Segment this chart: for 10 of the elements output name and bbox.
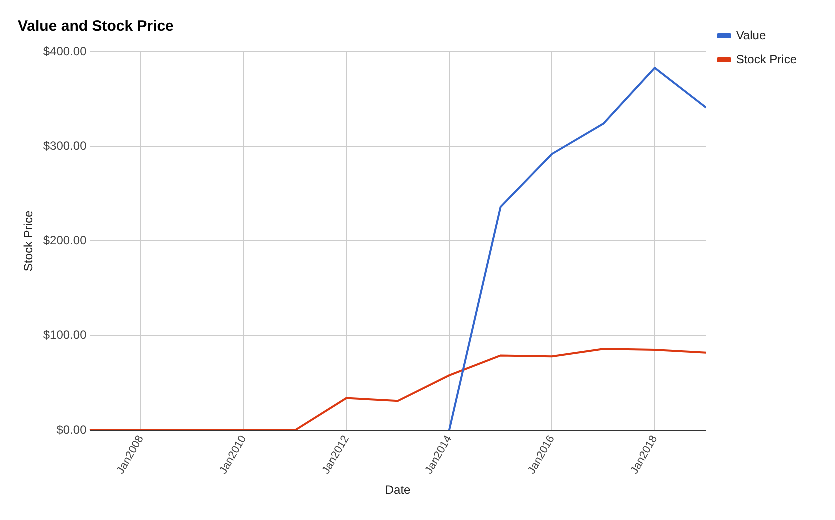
legend-label: Stock Price bbox=[736, 52, 798, 66]
y-tick-label: $200.00 bbox=[43, 234, 88, 248]
y-tick-label: $300.00 bbox=[43, 138, 88, 153]
chart-title: Value and Stock Price bbox=[18, 18, 174, 36]
y-tick-label: $0.00 bbox=[56, 422, 88, 437]
y-axis-title: Stock Price bbox=[22, 210, 36, 272]
legend-label: Value bbox=[736, 28, 766, 42]
x-axis-title: Date bbox=[385, 483, 412, 498]
y-tick-label: $400.00 bbox=[43, 44, 88, 58]
y-tick-label: $100.00 bbox=[43, 328, 88, 342]
